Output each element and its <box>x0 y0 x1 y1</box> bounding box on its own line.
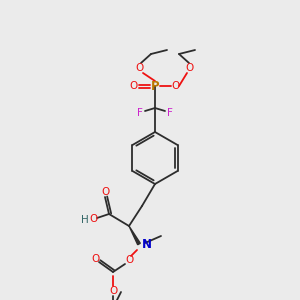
Text: F: F <box>167 108 173 118</box>
Text: O: O <box>91 254 99 264</box>
Text: O: O <box>109 286 117 296</box>
Text: O: O <box>89 214 97 224</box>
Text: O: O <box>101 187 109 197</box>
Text: O: O <box>130 81 138 91</box>
Polygon shape <box>129 226 140 245</box>
Text: N: N <box>142 238 152 251</box>
Text: F: F <box>137 108 143 118</box>
Text: O: O <box>125 255 133 265</box>
Text: O: O <box>136 63 144 73</box>
Text: O: O <box>186 63 194 73</box>
Text: H: H <box>81 215 89 225</box>
Text: P: P <box>151 80 159 92</box>
Text: O: O <box>172 81 180 91</box>
